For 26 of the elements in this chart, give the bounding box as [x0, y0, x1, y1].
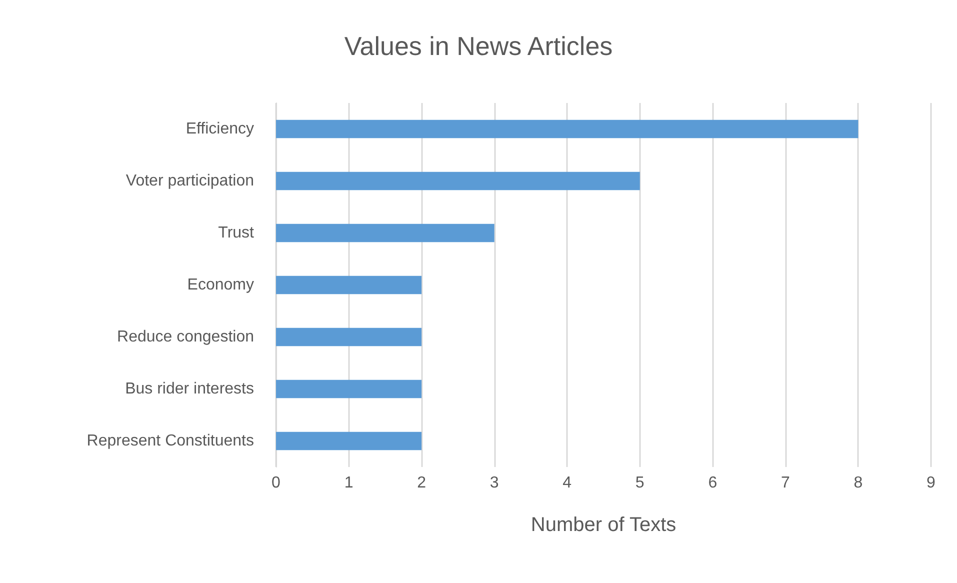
x-tick-label: 0 — [272, 474, 281, 492]
x-axis-title: Number of Texts — [530, 514, 676, 536]
bar — [276, 224, 494, 242]
bar — [276, 276, 422, 294]
y-tick-label: Voter participation — [126, 172, 254, 190]
x-tick-label: 5 — [635, 474, 644, 492]
y-tick-label: Reduce congestion — [117, 328, 254, 346]
x-tick-label: 3 — [490, 474, 499, 492]
x-tick-label: 8 — [854, 474, 863, 492]
x-tick-label: 6 — [708, 474, 718, 492]
y-tick-label: Economy — [187, 276, 254, 294]
bar — [276, 432, 422, 450]
x-tick-label: 9 — [926, 474, 936, 492]
y-tick-label: Represent Constituents — [86, 432, 254, 450]
x-tick-label: 4 — [562, 474, 572, 492]
y-tick-label: Efficiency — [186, 120, 254, 138]
bar — [276, 328, 422, 346]
y-tick-label: Trust — [218, 224, 255, 242]
x-tick-label: 1 — [344, 474, 354, 492]
y-tick-label: Bus rider interests — [125, 380, 254, 398]
bar — [276, 172, 640, 190]
chart-title: Values in News Articles — [344, 31, 613, 61]
x-tick-label: 7 — [780, 474, 790, 492]
bar — [276, 120, 858, 138]
x-tick-label: 2 — [417, 474, 426, 492]
bar — [276, 380, 422, 398]
